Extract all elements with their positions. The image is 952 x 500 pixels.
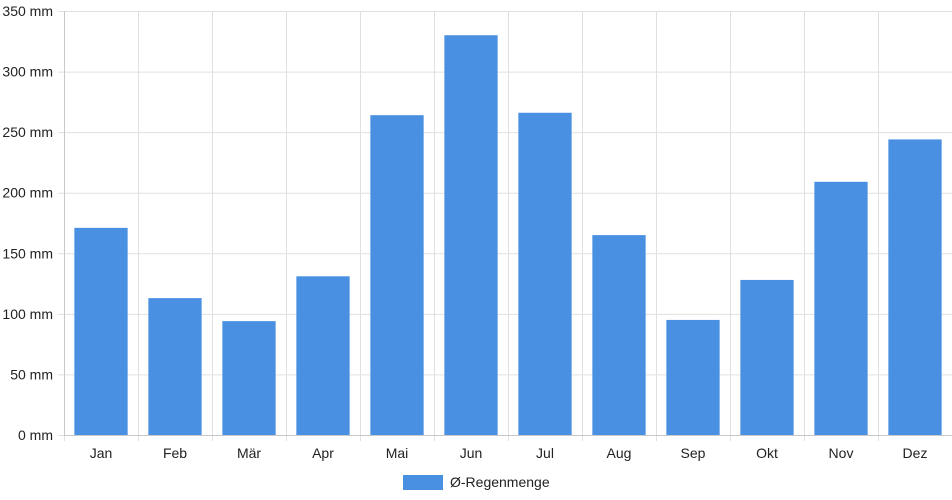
x-tick-label: Nov (829, 445, 854, 461)
grid (58, 11, 952, 441)
bar-okt[interactable] (740, 279, 794, 435)
y-tick-label: 100 mm (2, 306, 53, 322)
x-tick-label: Feb (163, 445, 187, 461)
x-tick-label: Mär (237, 445, 261, 461)
y-tick-label: 150 mm (2, 245, 53, 261)
x-tick-label: Jan (90, 445, 113, 461)
axes: 0 mm 50 mm 100 mm 150 mm 200 mm 250 mm 300 mm 3… (2, 3, 952, 461)
bar-dez[interactable] (888, 139, 942, 435)
bar-jan[interactable] (74, 227, 128, 435)
y-tick-label: 350 mm (2, 3, 53, 19)
y-tick-label: 0 mm (18, 427, 53, 443)
bar-nov[interactable] (814, 181, 868, 435)
y-tick-label: 50 mm (10, 366, 53, 382)
bar-mär[interactable] (222, 321, 276, 435)
y-tick-label: 250 mm (2, 124, 53, 140)
x-tick-label: Okt (756, 445, 778, 461)
bars (74, 35, 942, 435)
legend[interactable]: Ø-Regenmenge (403, 474, 550, 490)
bar-jul[interactable] (518, 112, 572, 435)
x-tick-label: Jun (460, 445, 483, 461)
x-tick-label: Apr (312, 445, 334, 461)
legend-swatch (403, 475, 443, 490)
bar-mai[interactable] (370, 115, 424, 435)
x-tick-label: Jul (536, 445, 554, 461)
x-tick-label: Dez (903, 445, 928, 461)
bar-apr[interactable] (296, 276, 350, 435)
y-tick-label: 200 mm (2, 185, 53, 201)
legend-label: Ø-Regenmenge (450, 474, 550, 490)
bar-feb[interactable] (148, 298, 202, 435)
x-tick-label: Mai (386, 445, 409, 461)
x-tick-label: Sep (681, 445, 706, 461)
bar-sep[interactable] (666, 319, 720, 435)
bar-jun[interactable] (444, 35, 498, 435)
bar-aug[interactable] (592, 235, 646, 435)
y-tick-label: 300 mm (2, 64, 53, 80)
x-tick-label: Aug (607, 445, 632, 461)
